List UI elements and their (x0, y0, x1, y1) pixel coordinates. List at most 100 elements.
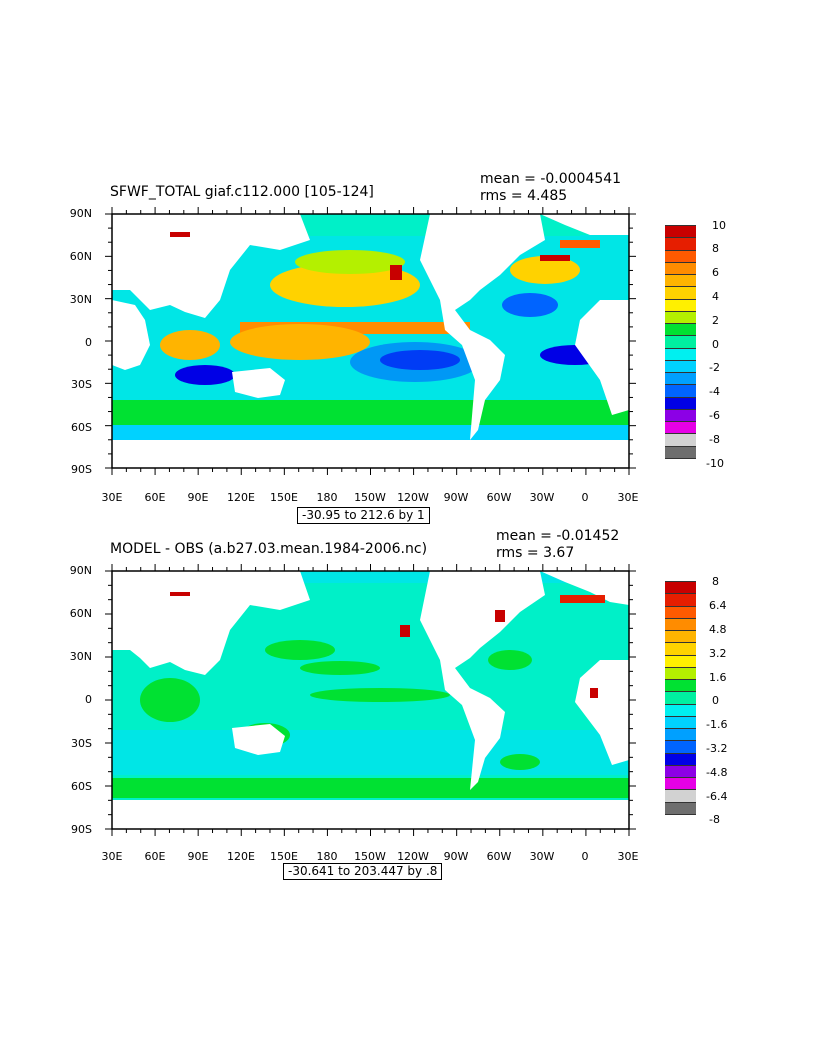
colorbar-label: -10 (706, 457, 724, 470)
colorbar-swatch (665, 298, 696, 311)
colorbar-swatch (665, 384, 696, 397)
colorbar-swatch (665, 286, 696, 299)
colorbar-label: 6.4 (709, 599, 727, 612)
colorbar-swatch (665, 225, 696, 238)
y-tick-label: 60S (71, 780, 92, 793)
panel-title: SFWF_TOTAL giaf.c112.000 [105-124] (110, 184, 374, 200)
colorbar-label: -2 (709, 361, 720, 374)
y-tick-label: 30S (71, 737, 92, 750)
x-tick-label: 60E (144, 850, 166, 863)
colorbar-swatch (665, 691, 696, 704)
y-tick-label: 0 (85, 336, 92, 349)
colorbar-swatch (665, 445, 696, 458)
colorbar-swatch (665, 777, 696, 790)
colorbar-swatch (665, 261, 696, 274)
colorbar-label: 1.6 (709, 671, 727, 684)
colorbar-swatch (665, 274, 696, 287)
colorbar-label: 10 (712, 219, 726, 232)
colorbar-label: 4 (712, 290, 719, 303)
rms-value: rms = 3.67 (496, 545, 575, 561)
colorbar-label: 4.8 (709, 623, 727, 636)
colorbar-label: 0 (712, 338, 719, 351)
colorbar-swatch (665, 323, 696, 336)
y-tick-label: 60N (69, 250, 92, 263)
colorbar-swatch (665, 605, 696, 618)
colorbar-label: 8 (712, 242, 719, 255)
colorbar-swatch (665, 654, 696, 667)
colorbar-swatch (665, 421, 696, 434)
y-tick-label: 90N (69, 564, 92, 577)
x-tick-label: 0 (581, 850, 589, 863)
rms-value: rms = 4.485 (480, 188, 568, 204)
colorbar-swatch (665, 801, 696, 814)
colorbar-swatch (665, 715, 696, 728)
y-tick-label: 60S (71, 421, 92, 434)
colorbar-swatch (665, 728, 696, 741)
x-tick-label: 30E (617, 491, 639, 504)
x-tick-label: 90W (443, 850, 469, 863)
colorbar-label: 6 (712, 266, 719, 279)
y-tick-label: 60N (69, 607, 92, 620)
y-tick-label: 90S (71, 823, 92, 836)
colorbar-label: 0 (712, 694, 719, 707)
y-tick-label: 30S (71, 378, 92, 391)
colorbar-swatch (665, 408, 696, 421)
y-tick-label: 90N (69, 207, 92, 220)
colorbar-swatch (665, 630, 696, 643)
colorbar-swatch (665, 642, 696, 655)
x-tick-label: 120E (227, 491, 255, 504)
colorbar-swatch (665, 335, 696, 348)
x-tick-label: 180 (316, 491, 338, 504)
colorbar-swatch (665, 359, 696, 372)
y-tick-label: 30N (69, 293, 92, 306)
colorbar-swatch (665, 740, 696, 753)
contour-info-label: -30.95 to 212.6 by 1 (297, 507, 430, 525)
x-tick-label: 150E (270, 850, 298, 863)
colorbar-swatch (665, 249, 696, 262)
colorbar-label: -4 (709, 385, 720, 398)
colorbar-swatch (665, 372, 696, 385)
x-tick-label: 120W (397, 491, 429, 504)
colorbar-label: -6 (709, 409, 720, 422)
colorbar-swatch (665, 237, 696, 250)
colorbar-swatch (665, 593, 696, 606)
x-tick-label: 90E (187, 491, 209, 504)
colorbar-swatch (665, 679, 696, 692)
colorbar-swatch (665, 789, 696, 802)
colorbar-swatch (665, 347, 696, 360)
x-tick-label: 150W (354, 491, 386, 504)
x-tick-label: 150W (354, 850, 386, 863)
y-tick-label: 90S (71, 463, 92, 476)
x-tick-label: 30E (617, 850, 639, 863)
colorbar-top (665, 225, 696, 459)
colorbar-label: -8 (709, 813, 720, 826)
x-tick-label: 90W (443, 491, 469, 504)
colorbar-label: -8 (709, 433, 720, 446)
x-tick-label: 30W (529, 491, 555, 504)
x-tick-label: 120E (227, 850, 255, 863)
x-tick-label: 30W (529, 850, 555, 863)
colorbar-label: -1.6 (706, 718, 728, 731)
x-tick-label: 0 (581, 491, 589, 504)
colorbar-swatch (665, 617, 696, 630)
x-tick-label: 180 (316, 850, 338, 863)
x-tick-label: 90E (187, 850, 209, 863)
colorbar-label: 2 (712, 314, 719, 327)
colorbar-label: 8 (712, 575, 719, 588)
colorbar-swatch (665, 433, 696, 446)
colorbar-label: -4.8 (706, 766, 728, 779)
colorbar-bottom (665, 581, 696, 815)
colorbar-label: -3.2 (706, 742, 728, 755)
x-tick-label: 30E (101, 850, 123, 863)
x-tick-label: 60W (486, 491, 512, 504)
colorbar-swatch (665, 581, 696, 594)
contour-info-label: -30.641 to 203.447 by .8 (283, 863, 443, 881)
colorbar-swatch (665, 703, 696, 716)
colorbar-label: -6.4 (706, 790, 728, 803)
colorbar-swatch (665, 666, 696, 679)
x-tick-label: 60E (144, 491, 166, 504)
colorbar-swatch (665, 752, 696, 765)
y-tick-label: 0 (85, 693, 92, 706)
x-tick-label: 120W (397, 850, 429, 863)
